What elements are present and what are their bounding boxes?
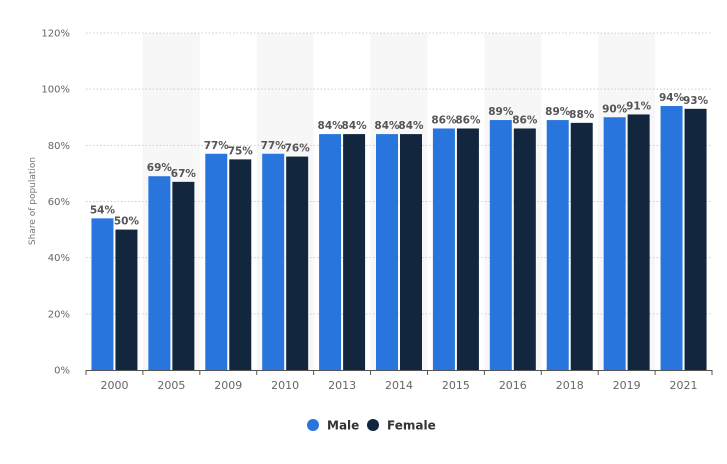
data-label: 86% bbox=[512, 114, 538, 126]
x-tick-label: 2005 bbox=[157, 379, 185, 392]
x-tick-label: 2018 bbox=[556, 379, 584, 392]
x-tick-label: 2016 bbox=[499, 379, 527, 392]
bar-male-2021 bbox=[660, 106, 683, 371]
y-axis-label: Share of population bbox=[28, 157, 38, 245]
y-tick-label: 60% bbox=[48, 197, 70, 208]
bar-female-2019 bbox=[627, 114, 650, 370]
x-tick-label: 2010 bbox=[271, 379, 299, 392]
legend-marker-female bbox=[367, 419, 379, 431]
data-label: 84% bbox=[342, 120, 368, 132]
bar-male-2009 bbox=[205, 153, 228, 370]
data-label: 88% bbox=[569, 109, 595, 121]
data-label: 84% bbox=[398, 120, 424, 132]
data-label: 94% bbox=[659, 92, 685, 104]
data-label: 76% bbox=[285, 143, 311, 155]
data-label: 75% bbox=[228, 145, 254, 157]
data-label: 90% bbox=[602, 103, 628, 115]
bar-female-2015 bbox=[456, 128, 479, 370]
bar-male-2005 bbox=[148, 176, 171, 370]
y-tick-label: 120% bbox=[41, 29, 70, 40]
legend-marker-male bbox=[307, 419, 319, 431]
data-label: 93% bbox=[683, 95, 709, 107]
y-tick-label: 100% bbox=[41, 85, 70, 96]
data-label: 89% bbox=[488, 106, 514, 118]
bars bbox=[91, 106, 707, 371]
data-label: 86% bbox=[431, 114, 457, 126]
legend-label-male: Male bbox=[327, 419, 359, 433]
x-tick-label: 2015 bbox=[442, 379, 470, 392]
bar-female-2000 bbox=[115, 229, 138, 370]
bar-female-2014 bbox=[400, 134, 422, 370]
x-tick-label: 2014 bbox=[385, 379, 413, 392]
x-tick-label: 2021 bbox=[670, 379, 698, 392]
data-label: 54% bbox=[90, 204, 116, 216]
bar-female-2013 bbox=[343, 134, 366, 370]
data-labels: 54%50%69%67%77%75% 77%76%84%84% 84%84% 86%8… bbox=[90, 92, 709, 228]
bar-male-2014 bbox=[376, 134, 398, 370]
bar-male-2010 bbox=[262, 153, 285, 370]
bar-female-2016 bbox=[513, 128, 536, 370]
data-label: 89% bbox=[545, 106, 571, 118]
bar-male-2019 bbox=[603, 117, 626, 370]
bar-male-2015 bbox=[432, 128, 455, 370]
bar-female-2018 bbox=[570, 122, 593, 370]
bar-female-2009 bbox=[229, 159, 252, 370]
bar-male-2018 bbox=[546, 120, 569, 370]
x-tick-label: 2013 bbox=[328, 379, 356, 392]
x-axis: 2000 2005 2009 2010 2013 2014 2015 2016 2018 2019… bbox=[85, 370, 713, 392]
data-label: 84% bbox=[318, 120, 344, 132]
bar-female-2010 bbox=[286, 156, 309, 370]
bar-male-2013 bbox=[319, 134, 342, 370]
data-label: 50% bbox=[114, 216, 140, 228]
data-label: 67% bbox=[171, 168, 197, 180]
bar-male-2000 bbox=[91, 218, 114, 370]
legend: Male Female bbox=[307, 419, 436, 433]
y-tick-label: 80% bbox=[48, 141, 70, 152]
bar-female-2021 bbox=[684, 108, 707, 370]
y-tick-label: 20% bbox=[48, 309, 70, 320]
data-label: 91% bbox=[626, 100, 652, 112]
y-tick-label: 40% bbox=[48, 253, 70, 264]
legend-label-female: Female bbox=[387, 419, 436, 433]
x-tick-label: 2009 bbox=[214, 379, 242, 392]
x-tick-label: 2000 bbox=[100, 379, 128, 392]
data-label: 69% bbox=[147, 162, 173, 174]
data-label: 77% bbox=[204, 140, 230, 152]
data-label: 86% bbox=[455, 114, 481, 126]
x-tick-label: 2019 bbox=[613, 379, 641, 392]
data-label: 77% bbox=[261, 140, 287, 152]
bar-female-2005 bbox=[172, 181, 195, 370]
bar-male-2016 bbox=[489, 120, 512, 370]
data-label: 84% bbox=[374, 120, 400, 132]
y-tick-label: 0% bbox=[54, 366, 70, 377]
